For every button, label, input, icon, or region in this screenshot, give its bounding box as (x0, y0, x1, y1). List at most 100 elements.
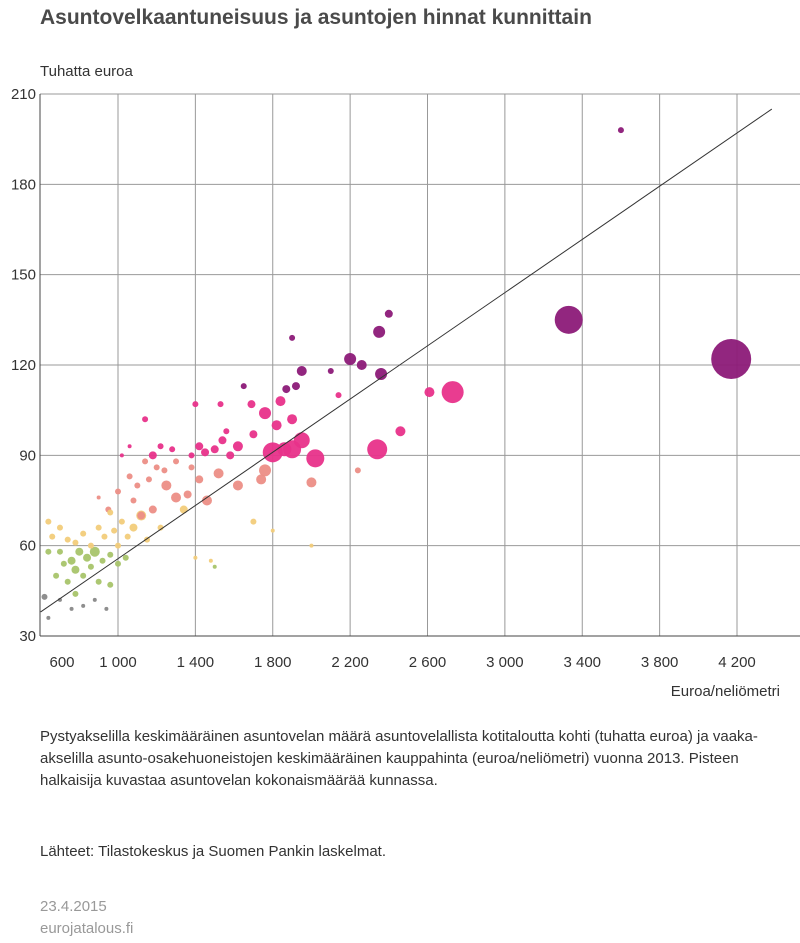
trend-line (40, 108, 773, 613)
sources-note: Lähteet: Tilastokeskus ja Suomen Pankin … (40, 843, 387, 860)
data-point (201, 448, 210, 457)
data-point (89, 546, 100, 557)
data-point (124, 533, 131, 540)
data-point (46, 615, 51, 620)
data-point (250, 518, 257, 525)
data-point (118, 518, 125, 525)
data-point (373, 325, 386, 338)
data-point (41, 593, 48, 600)
data-point (83, 553, 92, 562)
data-point (69, 606, 74, 611)
data-point (617, 127, 624, 134)
chart-description: Pystyakselilla keskimääräinen asuntovela… (40, 728, 758, 789)
x-tick-label: 1 400 (177, 654, 215, 671)
data-point (115, 488, 121, 495)
y-tick-label: 60 (19, 538, 36, 555)
data-point (271, 420, 282, 431)
publish-date: 23.4.2015 (40, 898, 107, 915)
data-point (107, 509, 114, 516)
x-tick-label: 3 400 (563, 654, 601, 671)
y-axis-label: Tuhatta euroa (40, 63, 133, 80)
data-point (45, 548, 52, 555)
data-point (96, 495, 101, 500)
x-axis-label: Euroa/neliömetri (670, 683, 780, 700)
data-point (275, 396, 286, 407)
data-point (87, 542, 94, 549)
data-point (148, 505, 157, 514)
data-point (95, 578, 102, 585)
data-point (99, 557, 106, 564)
data-point (137, 511, 146, 520)
data-point (188, 452, 195, 459)
data-point (232, 480, 243, 491)
data-point (104, 606, 109, 611)
data-point (256, 474, 267, 485)
data-point (201, 495, 212, 506)
data-point (232, 441, 243, 452)
data-point (247, 400, 256, 409)
data-point (142, 458, 149, 465)
data-point (259, 464, 272, 477)
data-point (95, 524, 102, 531)
data-point (130, 497, 137, 504)
data-point (171, 492, 182, 503)
data-point (115, 560, 121, 567)
data-point (127, 444, 132, 449)
x-tick-label: 1 800 (254, 654, 292, 671)
data-point (240, 383, 247, 390)
data-point (289, 334, 296, 341)
data-point (107, 581, 114, 588)
data-point (354, 467, 361, 474)
data-point (80, 530, 87, 537)
data-point (270, 528, 275, 533)
data-point (115, 542, 121, 549)
data-point (356, 360, 367, 370)
data-point (195, 442, 204, 451)
data-point (81, 603, 86, 608)
site-name: eurojatalous.fi (40, 920, 134, 937)
data-point (554, 305, 583, 334)
x-tick-label: 3 800 (641, 654, 679, 671)
x-tick-label: 4 200 (718, 654, 756, 671)
data-point (157, 524, 164, 531)
x-tick-labels: 600 1 000 1 400 1 800 2 200 2 600 3 000 3 400 3 … (49, 654, 755, 671)
data-point (126, 473, 133, 480)
data-point (87, 563, 94, 570)
data-point (293, 432, 310, 449)
data-point (129, 523, 138, 532)
data-point (306, 477, 317, 488)
data-point (179, 505, 188, 514)
data-point (134, 482, 141, 489)
data-point (157, 443, 164, 450)
data-point (218, 436, 227, 445)
data-point (153, 464, 160, 471)
chart-title: Asuntovelkaantuneisuus ja asuntojen hinn… (40, 6, 592, 29)
data-point (210, 445, 219, 454)
y-tick-labels: 30 60 90 120 150 180 210 (11, 86, 36, 645)
data-point (71, 565, 80, 574)
data-point (107, 551, 114, 558)
data-point (64, 536, 71, 543)
data-point (111, 527, 118, 534)
data-point (60, 560, 67, 567)
data-point (72, 590, 79, 597)
data-point (142, 416, 149, 423)
data-point (45, 518, 52, 525)
data-point (119, 453, 124, 458)
data-point (101, 533, 108, 540)
data-point (212, 564, 217, 569)
data-point (67, 556, 76, 565)
data-point (424, 387, 435, 398)
y-tick-label: 210 (11, 86, 36, 103)
x-tick-label: 3 000 (486, 654, 524, 671)
data-point (344, 352, 357, 365)
data-point (92, 597, 97, 602)
data-point (64, 578, 71, 585)
y-tick-label: 180 (11, 176, 36, 193)
data-point (192, 401, 199, 408)
data-point (122, 554, 129, 561)
data-point (208, 558, 213, 563)
x-tick-label: 2 600 (409, 654, 447, 671)
data-point (309, 543, 314, 548)
data-point (395, 426, 406, 437)
